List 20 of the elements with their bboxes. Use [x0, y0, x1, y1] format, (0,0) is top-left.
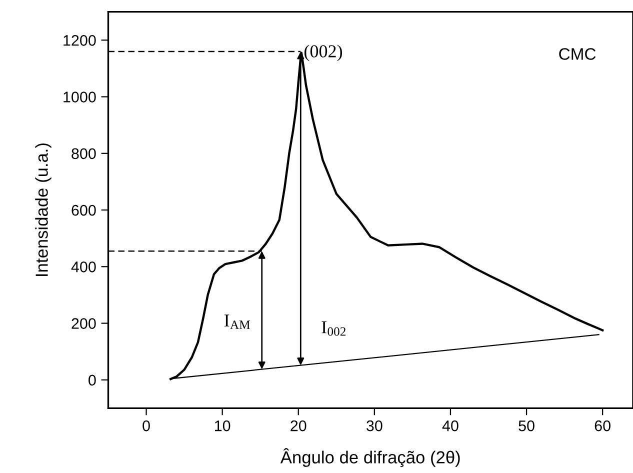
x-tick-label: 0: [142, 420, 150, 432]
x-tick-label: 50: [518, 420, 534, 432]
x-tick-label: 10: [214, 420, 230, 432]
y-axis-title: Intensidade (u.a.): [35, 144, 52, 276]
annotation: CMC: [559, 48, 596, 60]
x-tick-label: 60: [594, 420, 610, 432]
annotation: I$_{002}$: [322, 321, 346, 336]
annotation: I$_{AM}$: [224, 314, 250, 329]
y-tick-label: 600: [72, 204, 96, 216]
x-tick-label: 40: [442, 420, 458, 432]
y-tick-label: 1000: [64, 92, 96, 102]
y-tick-label: 800: [72, 148, 96, 160]
x-tick-label: 30: [366, 420, 382, 432]
annotation: (002): [304, 44, 342, 62]
x-axis-title: Ângulo de difração (2θ): [280, 448, 460, 467]
y-tick-label: 1200: [64, 35, 96, 46]
y-tick-label: 200: [72, 318, 96, 329]
x-tick-label: 20: [290, 420, 306, 432]
y-tick-label: 400: [71, 262, 96, 272]
y-tick-label: 0: [88, 374, 96, 386]
